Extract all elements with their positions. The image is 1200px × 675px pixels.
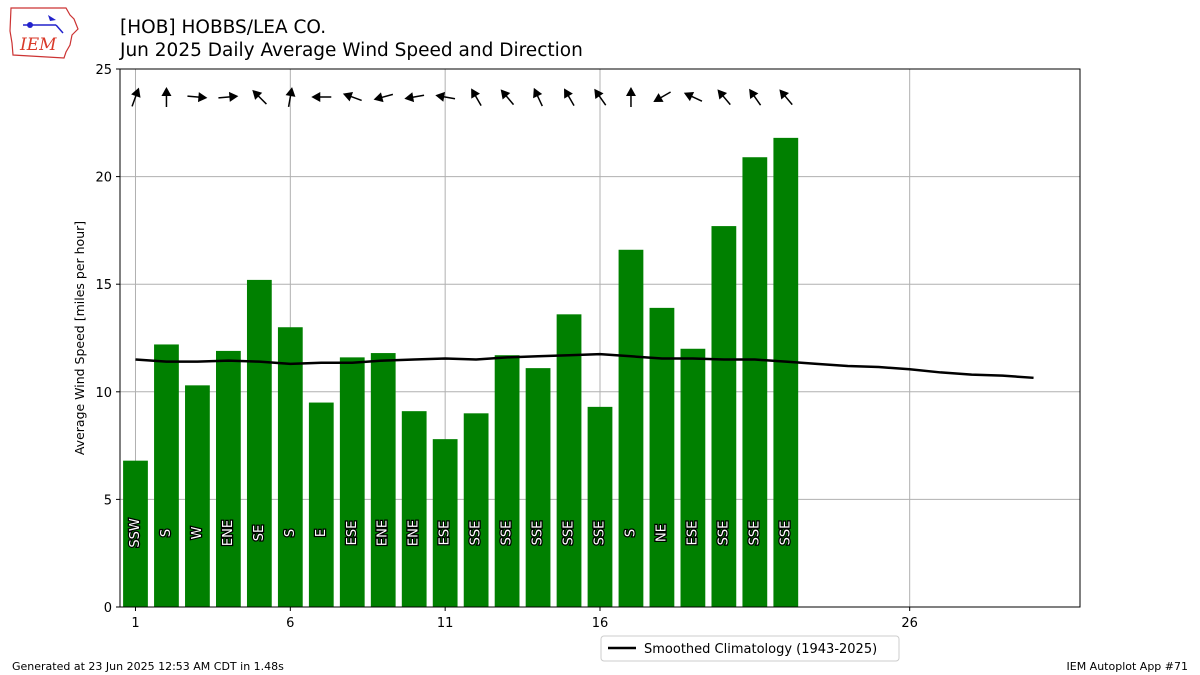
- direction-label: SSE: [562, 521, 577, 546]
- wind-arrow-day-17: [625, 87, 636, 107]
- y-tick-label: 10: [95, 386, 112, 401]
- iem-logo: IEM: [8, 5, 80, 59]
- wind-arrow-day-14: [533, 87, 543, 107]
- bar-day-16: [587, 406, 613, 607]
- x-tick-label: 26: [901, 616, 918, 631]
- direction-label: E: [314, 529, 329, 537]
- direction-label: SSE: [500, 521, 515, 546]
- wind-arrow-day-12: [471, 88, 482, 107]
- bars: [123, 137, 799, 607]
- wind-arrow-day-2: [161, 87, 172, 107]
- x-ticks: 1 6 11 16 26: [131, 607, 918, 631]
- footer-generated: Generated at 23 Jun 2025 12:53 AM CDT in…: [12, 660, 284, 673]
- wind-arrow-day-15: [564, 88, 575, 107]
- direction-label: SSE: [778, 521, 793, 546]
- direction-label: ENE: [407, 520, 422, 546]
- bar-day-9: [370, 353, 396, 607]
- legend-entry-climatology: Smoothed Climatology (1943-2025): [644, 642, 877, 657]
- x-tick-label: 11: [437, 616, 454, 631]
- wind-arrow-day-19: [683, 92, 703, 102]
- bar-day-18: [649, 307, 675, 607]
- bar-day-2: [154, 344, 179, 607]
- direction-label: S: [159, 529, 174, 537]
- wind-arrow-day-20: [717, 89, 731, 106]
- direction-label: W: [190, 526, 205, 539]
- direction-label: ENE: [376, 520, 391, 546]
- direction-label: NE: [654, 524, 669, 542]
- y-tick-label: 20: [95, 171, 112, 186]
- bar-day-4: [216, 350, 241, 607]
- y-tick-label: 5: [104, 493, 112, 508]
- iowa-state-outline-icon: [9, 7, 79, 59]
- bar-day-13: [494, 355, 520, 607]
- direction-label: S: [283, 529, 298, 537]
- direction-label: SSE: [469, 521, 484, 546]
- wind-arrow-day-18: [653, 91, 671, 102]
- y-tick-label: 25: [95, 63, 112, 78]
- x-tick-label: 6: [286, 616, 294, 631]
- station-title: [HOB] HOBBS/LEA CO.: [120, 17, 327, 38]
- wind-arrow-day-5: [252, 89, 267, 105]
- wind-arrow-day-21: [749, 88, 762, 106]
- bar-day-1: [123, 460, 148, 607]
- y-tick-label: 0: [104, 601, 112, 616]
- bar-day-8: [339, 357, 365, 607]
- wind-arrow-day-22: [779, 89, 793, 106]
- direction-labels: SSW S W ENE SE S E ESE ENE ENE ESE SSE SSE SSE SSE SSE S…: [127, 517, 795, 549]
- bar-day-14: [525, 368, 551, 607]
- y-axis-label: Average Wind Speed [miles per hour]: [72, 221, 87, 455]
- wind-arrow-day-11: [435, 91, 456, 102]
- bar-day-22: [773, 137, 799, 607]
- bar-day-17: [618, 249, 644, 607]
- bar-day-21: [742, 157, 768, 607]
- climatology-line: [135, 352, 1034, 380]
- wind-arrows: [131, 87, 793, 107]
- wind-arrow-day-4: [218, 91, 239, 102]
- wind-arrow-day-3: [187, 92, 208, 103]
- direction-label: SSW: [128, 518, 143, 548]
- logo-text: IEM: [20, 35, 57, 55]
- bar-day-12: [463, 413, 489, 607]
- wind-arrow-day-1: [131, 87, 141, 107]
- footer-app-id: IEM Autoplot App #71: [1066, 660, 1189, 673]
- direction-label: ESE: [685, 521, 700, 546]
- wind-arrow-day-10: [404, 92, 425, 103]
- bar-day-6: [277, 327, 303, 607]
- bar-day-19: [680, 348, 706, 607]
- wind-arrow-day-13: [500, 89, 515, 106]
- direction-label: SSE: [593, 521, 608, 546]
- wind-arrow-day-16: [594, 88, 607, 106]
- y-ticks: 0 5 10 15 20 25: [95, 63, 120, 616]
- wind-arrow-day-7: [311, 92, 332, 102]
- y-tick-label: 15: [95, 278, 112, 293]
- bar-day-5: [246, 279, 272, 607]
- bar-day-15: [556, 314, 582, 607]
- bar-day-11: [432, 439, 458, 607]
- direction-label: ESE: [345, 521, 360, 546]
- direction-label: SE: [252, 525, 267, 541]
- wind-arrow-day-8: [342, 91, 362, 102]
- wind-arrow-day-9: [373, 92, 394, 103]
- direction-label: SSE: [747, 521, 762, 546]
- direction-label: SSE: [716, 521, 731, 546]
- direction-label: S: [623, 529, 638, 537]
- direction-label: ESE: [438, 521, 453, 546]
- bar-day-7: [308, 402, 334, 607]
- bar-day-3: [185, 385, 210, 607]
- chart-title: Jun 2025 Daily Average Wind Speed and Di…: [120, 40, 583, 61]
- x-tick-label: 16: [592, 616, 609, 631]
- wind-arrow-day-6: [285, 87, 296, 107]
- legend: Smoothed Climatology (1943-2025): [600, 635, 900, 662]
- bar-day-10: [401, 411, 427, 607]
- direction-label: ENE: [221, 520, 236, 546]
- direction-label: SSE: [531, 521, 546, 546]
- bar-day-20: [711, 226, 737, 607]
- x-tick-label: 1: [131, 616, 139, 631]
- climatology-polyline: [135, 352, 1034, 380]
